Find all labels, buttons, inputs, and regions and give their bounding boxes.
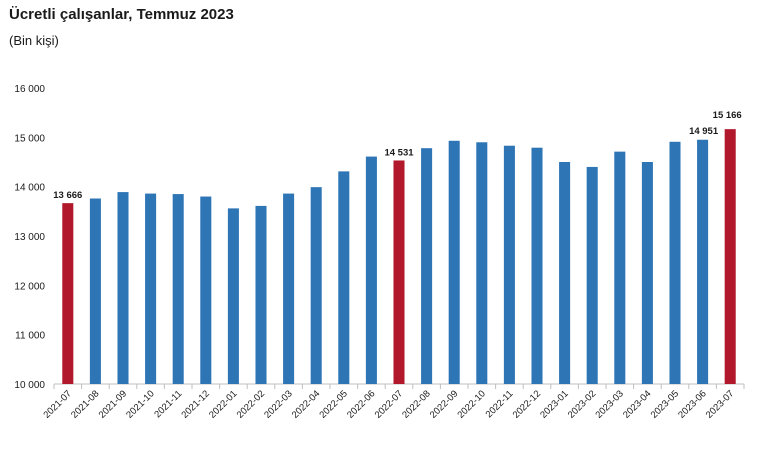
bar-2022-07 — [393, 160, 405, 384]
x-tick-label: 2023-04 — [621, 388, 653, 420]
x-tick-label: 2022-03 — [262, 388, 294, 420]
bar-2022-01 — [227, 208, 239, 384]
x-tick-label: 2022-08 — [400, 388, 432, 420]
bar-2021-12 — [200, 196, 212, 384]
y-tick-label: 10 000 — [14, 380, 45, 391]
x-tick-label: 2023-01 — [538, 388, 570, 420]
y-tick-label: 13 000 — [14, 232, 45, 243]
x-tick-label: 2021-10 — [124, 388, 156, 420]
x-tick-label: 2023-03 — [593, 388, 625, 420]
x-tick-label: 2021-07 — [41, 388, 73, 420]
bar-2021-09 — [117, 192, 129, 384]
x-tick-label: 2022-06 — [345, 388, 377, 420]
bar-2021-11 — [172, 194, 184, 384]
y-tick-label: 14 000 — [14, 183, 45, 194]
bar-2022-02 — [255, 205, 267, 384]
y-tick-label: 11 000 — [15, 331, 45, 342]
bar-2021-08 — [89, 198, 101, 384]
x-tick-label: 2021-09 — [97, 388, 129, 420]
x-tick-label: 2021-11 — [152, 388, 184, 420]
x-tick-label: 2023-02 — [566, 388, 598, 420]
bar-2023-04 — [641, 162, 653, 384]
x-tick-label: 2022-05 — [317, 388, 349, 420]
bar-2022-11 — [503, 145, 515, 384]
bar-2022-04 — [310, 187, 322, 384]
data-label-2023-06: 14 951 — [689, 126, 719, 137]
bar-2023-02 — [586, 166, 598, 384]
x-tick-label: 2022-07 — [373, 388, 405, 420]
data-label-2021-07: 13 666 — [53, 190, 82, 201]
bar-2021-10 — [145, 193, 157, 384]
bar-2022-10 — [476, 142, 488, 384]
x-tick-label: 2023-05 — [649, 388, 681, 420]
x-tick-label: 2022-02 — [235, 388, 267, 420]
data-label-2022-07: 14 531 — [384, 147, 414, 158]
bar-2022-03 — [283, 193, 295, 384]
bar-2022-05 — [338, 171, 350, 384]
bar-2022-08 — [421, 148, 433, 384]
bar-2023-06 — [697, 139, 709, 384]
chart-title: Ücretli çalışanlar, Temmuz 2023 — [9, 6, 234, 23]
y-tick-label: 12 000 — [14, 281, 45, 292]
bar-2023-07 — [724, 129, 736, 384]
bar-2023-01 — [559, 162, 571, 384]
x-tick-label: 2022-04 — [290, 388, 322, 420]
bar-2022-12 — [531, 147, 543, 384]
x-tick-label: 2021-08 — [69, 388, 101, 420]
bar-2022-06 — [365, 156, 377, 384]
x-tick-label: 2021-12 — [179, 388, 211, 420]
data-label-2023-07: 15 166 — [713, 110, 742, 121]
bar-2023-05 — [669, 141, 681, 384]
x-tick-label: 2022-12 — [511, 388, 543, 420]
x-tick-label: 2022-10 — [455, 388, 487, 420]
bar-2022-09 — [448, 140, 460, 384]
chart-subtitle: (Bin kişi) — [9, 33, 59, 48]
x-tick-label: 2022-11 — [484, 388, 516, 420]
y-tick-label: 16 000 — [14, 84, 45, 95]
x-tick-label: 2022-09 — [428, 388, 460, 420]
y-tick-label: 15 000 — [14, 133, 45, 144]
bar-2021-07 — [62, 203, 74, 384]
x-tick-label: 2022-01 — [207, 388, 239, 420]
x-tick-label: 2023-07 — [704, 388, 736, 420]
x-tick-label: 2023-06 — [676, 388, 708, 420]
bar-2023-03 — [614, 151, 626, 384]
